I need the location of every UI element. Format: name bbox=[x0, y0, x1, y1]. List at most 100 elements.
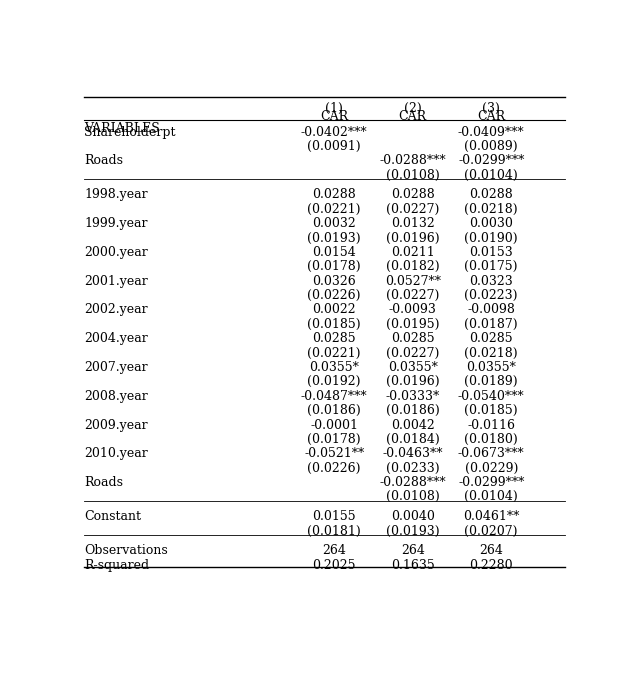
Text: R-squared: R-squared bbox=[84, 559, 149, 572]
Text: (0.0196): (0.0196) bbox=[386, 376, 439, 388]
Text: 0.1635: 0.1635 bbox=[391, 559, 435, 572]
Text: CAR: CAR bbox=[399, 110, 427, 123]
Text: 2007.year: 2007.year bbox=[84, 361, 147, 374]
Text: VARIABLES: VARIABLES bbox=[84, 122, 160, 135]
Text: (0.0184): (0.0184) bbox=[386, 433, 439, 446]
Text: 0.0285: 0.0285 bbox=[391, 332, 434, 345]
Text: (0.0227): (0.0227) bbox=[386, 203, 439, 216]
Text: 0.0032: 0.0032 bbox=[312, 217, 356, 230]
Text: (0.0185): (0.0185) bbox=[465, 404, 518, 417]
Text: 0.0323: 0.0323 bbox=[469, 275, 513, 288]
Text: (0.0190): (0.0190) bbox=[465, 231, 518, 245]
Text: 2004.year: 2004.year bbox=[84, 332, 147, 345]
Text: -0.0116: -0.0116 bbox=[467, 418, 515, 431]
Text: 0.0288: 0.0288 bbox=[469, 188, 513, 201]
Text: -0.0463**: -0.0463** bbox=[382, 447, 443, 460]
Text: (0.0104): (0.0104) bbox=[465, 491, 518, 503]
Text: (0.0218): (0.0218) bbox=[465, 346, 518, 360]
Text: (0.0193): (0.0193) bbox=[386, 525, 439, 537]
Text: (0.0187): (0.0187) bbox=[465, 318, 518, 331]
Text: 2010.year: 2010.year bbox=[84, 447, 147, 460]
Text: 0.2025: 0.2025 bbox=[313, 559, 356, 572]
Text: 264: 264 bbox=[479, 544, 503, 558]
Text: (0.0091): (0.0091) bbox=[308, 140, 361, 153]
Text: (0.0223): (0.0223) bbox=[465, 289, 518, 302]
Text: -0.0540***: -0.0540*** bbox=[458, 390, 525, 403]
Text: 1999.year: 1999.year bbox=[84, 217, 147, 230]
Text: (0.0108): (0.0108) bbox=[386, 169, 439, 182]
Text: 2000.year: 2000.year bbox=[84, 246, 147, 259]
Text: (0.0189): (0.0189) bbox=[465, 376, 518, 388]
Text: (0.0193): (0.0193) bbox=[308, 231, 361, 245]
Text: -0.0288***: -0.0288*** bbox=[379, 476, 446, 489]
Text: Roads: Roads bbox=[84, 154, 123, 167]
Text: -0.0299***: -0.0299*** bbox=[458, 154, 524, 167]
Text: (0.0233): (0.0233) bbox=[386, 461, 439, 475]
Text: Shareholderpt: Shareholderpt bbox=[84, 125, 175, 139]
Text: (0.0227): (0.0227) bbox=[386, 346, 439, 360]
Text: 0.0153: 0.0153 bbox=[469, 246, 513, 259]
Text: 0.0030: 0.0030 bbox=[469, 217, 513, 230]
Text: (0.0178): (0.0178) bbox=[308, 260, 361, 273]
Text: (0.0227): (0.0227) bbox=[386, 289, 439, 302]
Text: 0.0355*: 0.0355* bbox=[388, 361, 437, 374]
Text: (0.0186): (0.0186) bbox=[308, 404, 361, 417]
Text: 2008.year: 2008.year bbox=[84, 390, 147, 403]
Text: (0.0221): (0.0221) bbox=[308, 203, 361, 216]
Text: (0.0182): (0.0182) bbox=[386, 260, 439, 273]
Text: 0.0155: 0.0155 bbox=[313, 510, 356, 523]
Text: -0.0402***: -0.0402*** bbox=[301, 125, 368, 139]
Text: 0.2280: 0.2280 bbox=[470, 559, 513, 572]
Text: CAR: CAR bbox=[477, 110, 505, 123]
Text: 0.0040: 0.0040 bbox=[391, 510, 435, 523]
Text: -0.0093: -0.0093 bbox=[389, 303, 437, 316]
Text: (0.0218): (0.0218) bbox=[465, 203, 518, 216]
Text: 0.0527**: 0.0527** bbox=[385, 275, 441, 288]
Text: 0.0355*: 0.0355* bbox=[467, 361, 516, 374]
Text: CAR: CAR bbox=[320, 110, 348, 123]
Text: (0.0181): (0.0181) bbox=[308, 525, 361, 537]
Text: -0.0333*: -0.0333* bbox=[385, 390, 440, 403]
Text: 1998.year: 1998.year bbox=[84, 188, 147, 201]
Text: 264: 264 bbox=[401, 544, 425, 558]
Text: 0.0355*: 0.0355* bbox=[310, 361, 359, 374]
Text: 0.0285: 0.0285 bbox=[313, 332, 356, 345]
Text: 0.0326: 0.0326 bbox=[312, 275, 356, 288]
Text: (0.0221): (0.0221) bbox=[308, 346, 361, 360]
Text: 2001.year: 2001.year bbox=[84, 275, 147, 288]
Text: (0.0104): (0.0104) bbox=[465, 169, 518, 182]
Text: (0.0185): (0.0185) bbox=[308, 318, 361, 331]
Text: Constant: Constant bbox=[84, 510, 141, 523]
Text: (0.0226): (0.0226) bbox=[308, 289, 361, 302]
Text: Observations: Observations bbox=[84, 544, 168, 558]
Text: -0.0487***: -0.0487*** bbox=[301, 390, 368, 403]
Text: -0.0409***: -0.0409*** bbox=[458, 125, 525, 139]
Text: (0.0226): (0.0226) bbox=[308, 461, 361, 475]
Text: 2002.year: 2002.year bbox=[84, 303, 147, 316]
Text: (0.0175): (0.0175) bbox=[465, 260, 518, 273]
Text: -0.0299***: -0.0299*** bbox=[458, 476, 524, 489]
Text: 0.0211: 0.0211 bbox=[391, 246, 435, 259]
Text: 0.0042: 0.0042 bbox=[391, 418, 435, 431]
Text: (0.0180): (0.0180) bbox=[465, 433, 518, 446]
Text: -0.0098: -0.0098 bbox=[467, 303, 515, 316]
Text: Roads: Roads bbox=[84, 476, 123, 489]
Text: 0.0154: 0.0154 bbox=[312, 246, 356, 259]
Text: 2009.year: 2009.year bbox=[84, 418, 147, 431]
Text: (3): (3) bbox=[482, 102, 500, 116]
Text: (0.0196): (0.0196) bbox=[386, 231, 439, 245]
Text: -0.0001: -0.0001 bbox=[310, 418, 358, 431]
Text: -0.0288***: -0.0288*** bbox=[379, 154, 446, 167]
Text: 0.0461**: 0.0461** bbox=[463, 510, 520, 523]
Text: 0.0288: 0.0288 bbox=[312, 188, 356, 201]
Text: 264: 264 bbox=[322, 544, 346, 558]
Text: 0.0285: 0.0285 bbox=[470, 332, 513, 345]
Text: (0.0108): (0.0108) bbox=[386, 491, 439, 503]
Text: -0.0521**: -0.0521** bbox=[304, 447, 365, 460]
Text: (2): (2) bbox=[404, 102, 422, 116]
Text: (0.0186): (0.0186) bbox=[386, 404, 439, 417]
Text: (0.0192): (0.0192) bbox=[308, 376, 361, 388]
Text: (0.0229): (0.0229) bbox=[465, 461, 518, 475]
Text: (0.0195): (0.0195) bbox=[386, 318, 439, 331]
Text: (0.0089): (0.0089) bbox=[465, 140, 518, 153]
